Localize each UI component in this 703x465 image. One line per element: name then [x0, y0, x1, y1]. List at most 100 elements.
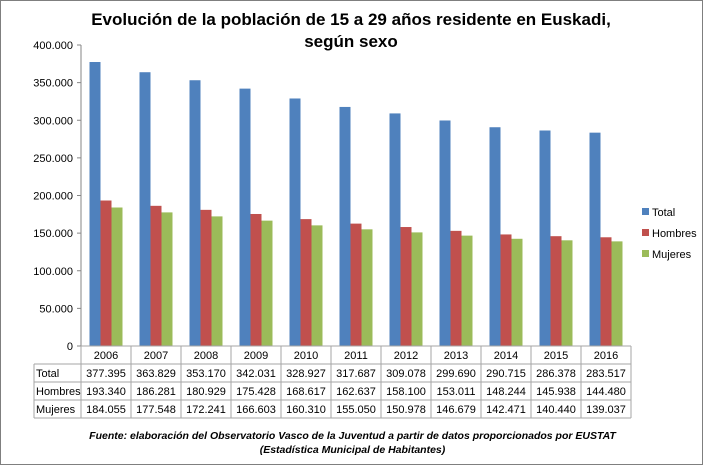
y-tick-label: 300.000	[33, 115, 73, 127]
x-category-label: 2016	[594, 350, 618, 362]
bar-hombres	[600, 237, 612, 346]
bar-hombres	[250, 213, 262, 346]
bar-hombres	[100, 200, 112, 346]
table-cell: 146.679	[436, 404, 476, 416]
bar-mujeres	[211, 216, 223, 346]
y-tick-label: 100.000	[33, 266, 73, 278]
bar-mujeres	[361, 229, 373, 346]
table-cell: 172.241	[186, 404, 226, 416]
bar-mujeres	[261, 220, 273, 346]
x-category-label: 2014	[494, 350, 518, 362]
bar-hombres	[500, 234, 512, 346]
table-cell: 177.548	[136, 404, 176, 416]
y-tick-label: 250.000	[33, 153, 73, 165]
title-line-2: según sexo	[304, 32, 398, 51]
bar-mujeres	[511, 238, 523, 346]
table-cell: 140.440	[536, 404, 576, 416]
bar-mujeres	[561, 240, 573, 346]
bar-hombres	[150, 205, 162, 346]
x-category-label: 2015	[544, 350, 568, 362]
table-cell: 155.050	[336, 404, 376, 416]
x-category-label: 2013	[444, 350, 468, 362]
table-cell: 180.929	[186, 386, 226, 398]
table-cell: 363.829	[136, 368, 176, 380]
table-cell: 148.244	[486, 386, 526, 398]
bar-total	[89, 62, 101, 347]
table-cell: 328.927	[286, 368, 326, 380]
bar-mujeres	[161, 212, 173, 346]
source-line-1: Fuente: elaboración del Observatorio Vas…	[89, 430, 616, 442]
legend-label: Mujeres	[652, 249, 692, 261]
source-line-2: (Estadística Municipal de Habitantes)	[259, 444, 446, 456]
chart-title: Evolución de la población de 15 a 29 año…	[61, 9, 641, 53]
bar-mujeres	[611, 241, 623, 346]
table-cell: 150.978	[386, 404, 426, 416]
bar-mujeres	[461, 235, 473, 346]
table-cell: 342.031	[236, 368, 276, 380]
table-cell: 186.281	[136, 386, 176, 398]
table-cell: 144.480	[586, 386, 626, 398]
y-tick-label: 0	[67, 341, 73, 353]
bar-total	[239, 88, 251, 346]
bar-hombres	[200, 209, 212, 346]
source-note: Fuente: elaboración del Observatorio Vas…	[1, 429, 702, 457]
bar-hombres	[300, 219, 312, 346]
x-category-label: 2012	[394, 350, 418, 362]
bar-hombres	[550, 236, 562, 346]
table-cell: 160.310	[286, 404, 326, 416]
legend-swatch-hombres	[642, 229, 649, 236]
legend-swatch-total	[642, 208, 649, 215]
x-category-label: 2011	[344, 350, 368, 362]
table-cell: 286.378	[536, 368, 576, 380]
table-cell: 145.938	[536, 386, 576, 398]
bar-total	[139, 72, 151, 346]
y-tick-label: 150.000	[33, 228, 73, 240]
x-category-label: 2009	[244, 350, 268, 362]
table-cell: 317.687	[336, 368, 376, 380]
table-cell: 175.428	[236, 386, 276, 398]
title-line-1: Evolución de la población de 15 a 29 año…	[91, 10, 611, 29]
legend-label: Total	[652, 207, 675, 219]
legend-swatch-mujeres	[642, 250, 649, 257]
table-row-label: Hombres	[36, 386, 81, 398]
table-cell: 309.078	[386, 368, 426, 380]
bar-mujeres	[311, 225, 323, 346]
bar-total	[489, 127, 501, 346]
table-cell: 162.637	[336, 386, 376, 398]
bar-hombres	[450, 230, 462, 346]
y-tick-label: 400.000	[33, 40, 73, 52]
table-cell: 193.340	[86, 386, 126, 398]
table-cell: 139.037	[586, 404, 626, 416]
table-cell: 184.055	[86, 404, 126, 416]
x-category-label: 2007	[144, 350, 168, 362]
x-category-label: 2010	[294, 350, 318, 362]
table-cell: 377.395	[86, 368, 126, 380]
table-cell: 299.690	[436, 368, 476, 380]
bar-total	[389, 113, 401, 346]
table-cell: 166.603	[236, 404, 276, 416]
bar-mujeres	[411, 232, 423, 346]
bar-total	[589, 132, 601, 346]
y-tick-label: 50.000	[39, 303, 73, 315]
x-category-label: 2008	[194, 350, 218, 362]
table-cell: 142.471	[486, 404, 526, 416]
bar-total	[189, 80, 201, 347]
table-cell: 283.517	[586, 368, 626, 380]
bar-mujeres	[111, 207, 123, 346]
table-row-label: Mujeres	[36, 404, 76, 416]
table-cell: 290.715	[486, 368, 526, 380]
table-cell: 353.170	[186, 368, 226, 380]
bar-total	[439, 120, 451, 346]
legend-label: Hombres	[652, 228, 697, 240]
table-row-label: Total	[36, 368, 59, 380]
table-cell: 168.617	[286, 386, 326, 398]
y-tick-label: 350.000	[33, 78, 73, 90]
table-cell: 158.100	[386, 386, 426, 398]
bar-total	[539, 130, 551, 346]
bar-hombres	[400, 227, 412, 346]
x-category-label: 2006	[94, 350, 118, 362]
bar-hombres	[350, 223, 362, 346]
bar-total	[339, 106, 351, 347]
